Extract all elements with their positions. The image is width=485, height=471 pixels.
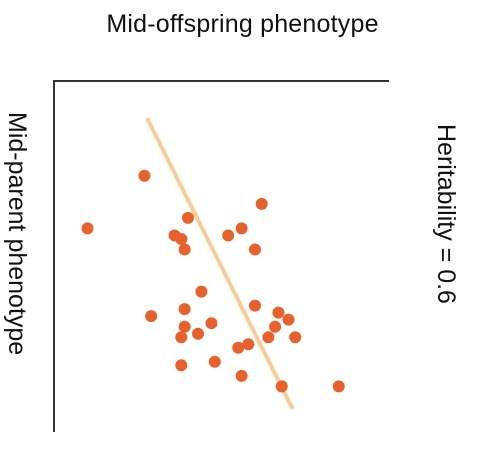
data-point bbox=[175, 331, 188, 344]
data-point bbox=[289, 331, 302, 344]
data-point bbox=[81, 222, 94, 235]
data-point bbox=[175, 232, 188, 245]
data-point bbox=[178, 320, 191, 333]
data-point bbox=[145, 310, 158, 323]
regression-line bbox=[145, 117, 294, 410]
data-point bbox=[269, 320, 282, 333]
data-point bbox=[249, 299, 261, 312]
heritability-annotation: Heritability = 0.6 bbox=[432, 124, 460, 304]
data-point bbox=[332, 380, 345, 393]
data-point bbox=[242, 338, 255, 351]
data-point bbox=[178, 243, 191, 256]
data-point bbox=[235, 222, 248, 235]
data-point bbox=[235, 369, 248, 382]
data-point bbox=[232, 341, 245, 354]
data-point bbox=[272, 306, 285, 319]
data-point bbox=[255, 197, 268, 210]
data-point bbox=[192, 327, 205, 340]
data-point bbox=[275, 380, 288, 393]
data-point bbox=[262, 331, 275, 344]
chart-title: Mid-offspring phenotype bbox=[106, 10, 379, 38]
data-point bbox=[175, 359, 188, 372]
data-point bbox=[282, 313, 295, 326]
data-point bbox=[138, 169, 151, 182]
data-point bbox=[195, 285, 208, 298]
data-point bbox=[208, 355, 221, 368]
data-point bbox=[205, 317, 218, 330]
data-point bbox=[182, 211, 194, 224]
data-point bbox=[222, 229, 235, 242]
data-point bbox=[178, 303, 191, 316]
y-axis-label: Mid-parent phenotype bbox=[3, 112, 31, 356]
data-point bbox=[249, 243, 261, 256]
